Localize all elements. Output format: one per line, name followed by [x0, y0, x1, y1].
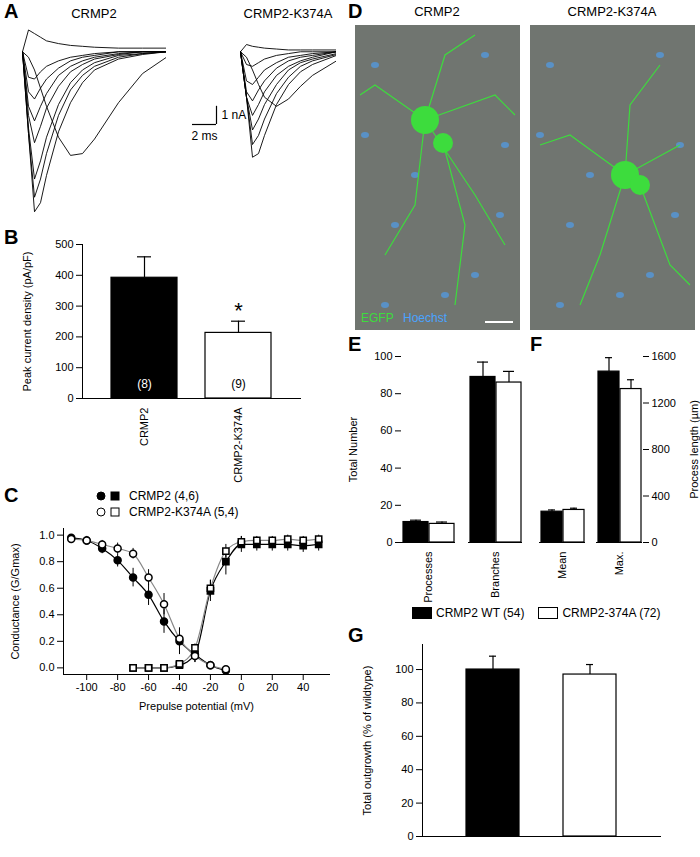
html-text:E: E	[348, 333, 362, 355]
svg-text:400: 400	[652, 490, 670, 502]
svg-text:Conductance (G/Gmax): Conductance (G/Gmax)	[9, 543, 21, 659]
html-text:B: B	[4, 226, 19, 248]
svg-text:40: 40	[297, 681, 309, 693]
svg-text:*: *	[234, 298, 243, 323]
svg-text:CRMP2-K374A: CRMP2-K374A	[568, 4, 657, 19]
svg-text:60: 60	[401, 730, 413, 742]
svg-text:-100: -100	[76, 681, 98, 693]
svg-text:40: 40	[401, 763, 413, 775]
html-text:F: F	[530, 333, 543, 355]
svg-text:Total outgrowth (% of wildtype: Total outgrowth (% of wildtype)	[361, 666, 373, 816]
svg-text:800: 800	[652, 443, 670, 455]
svg-text:Max.: Max.	[613, 552, 625, 576]
svg-text:Mean: Mean	[556, 552, 568, 580]
svg-text:0.6: 0.6	[39, 582, 54, 594]
svg-text:CRMP2-K374A: CRMP2-K374A	[232, 407, 244, 483]
svg-text:Processes: Processes	[422, 551, 434, 603]
svg-text:(9): (9)	[231, 377, 246, 391]
svg-text:-60: -60	[141, 681, 157, 693]
svg-text:-40: -40	[172, 681, 188, 693]
svg-text:500: 500	[55, 238, 73, 250]
svg-text:CRMP2: CRMP2	[414, 4, 460, 19]
svg-text:20: 20	[380, 499, 392, 511]
html-text:CRMP2-K374A: CRMP2-K374A	[243, 6, 333, 21]
svg-text:1600: 1600	[652, 350, 676, 362]
svg-text:0: 0	[652, 536, 658, 548]
svg-text:20: 20	[266, 681, 278, 693]
html-text:G: G	[348, 624, 364, 646]
svg-text:0: 0	[407, 830, 413, 842]
svg-text:EGFP: EGFP	[361, 311, 394, 325]
svg-text:0.0: 0.0	[39, 661, 54, 673]
svg-text:0: 0	[67, 392, 73, 404]
svg-text:40: 40	[380, 462, 392, 474]
svg-text:0: 0	[386, 536, 392, 548]
svg-text:200: 200	[55, 330, 73, 342]
svg-text:Total Number: Total Number	[347, 416, 359, 482]
html-text:A: A	[4, 0, 19, 22]
svg-text:-20: -20	[202, 681, 218, 693]
html-text:D: D	[348, 0, 363, 22]
html-text:CRMP2: CRMP2	[71, 6, 117, 21]
svg-text:Process length (µm): Process length (µm)	[688, 400, 700, 499]
svg-text:100: 100	[55, 361, 73, 373]
svg-text:80: 80	[380, 387, 392, 399]
svg-text:Hoechst: Hoechst	[403, 311, 448, 325]
html-text:C: C	[4, 484, 19, 506]
svg-text:0.2: 0.2	[39, 635, 54, 647]
svg-text:100: 100	[374, 350, 392, 362]
svg-text:0.4: 0.4	[39, 608, 54, 620]
svg-text:0: 0	[238, 681, 244, 693]
svg-text:1200: 1200	[652, 397, 676, 409]
svg-text:Peak current density (pA/pF): Peak current density (pA/pF)	[21, 251, 33, 391]
html-text:CRMP2 WT (54): CRMP2 WT (54)	[436, 606, 525, 620]
svg-text:60: 60	[380, 424, 392, 436]
html-text:CRMP2-K374A (5,4): CRMP2-K374A (5,4)	[129, 505, 239, 519]
svg-text:2 ms: 2 ms	[191, 129, 217, 143]
svg-text:1.0: 1.0	[39, 529, 54, 541]
svg-text:Branches: Branches	[489, 551, 501, 598]
svg-text:CRMP2: CRMP2	[138, 408, 150, 447]
svg-text:Prepulse potential (mV): Prepulse potential (mV)	[139, 700, 254, 712]
html-text:CRMP2 (4,6): CRMP2 (4,6)	[129, 489, 199, 503]
svg-text:400: 400	[55, 269, 73, 281]
svg-text:80: 80	[401, 696, 413, 708]
svg-text:0.8: 0.8	[39, 555, 54, 567]
svg-text:(8): (8)	[137, 377, 152, 391]
svg-text:100: 100	[395, 663, 413, 675]
svg-text:20: 20	[401, 797, 413, 809]
svg-text:1 nA: 1 nA	[222, 108, 247, 122]
svg-text:-80: -80	[110, 681, 126, 693]
svg-text:300: 300	[55, 300, 73, 312]
html-text:CRMP2-374A (72): CRMP2-374A (72)	[562, 606, 661, 620]
